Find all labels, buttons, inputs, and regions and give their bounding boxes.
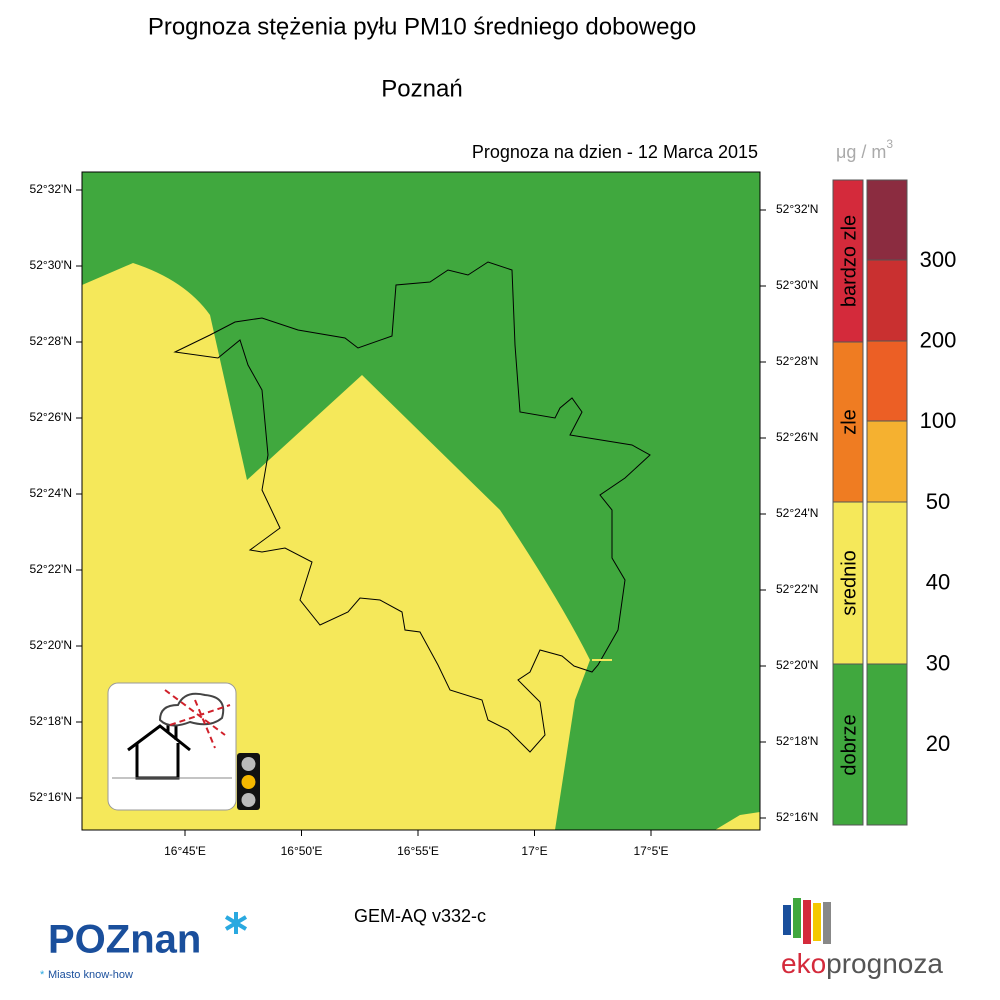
legend-threshold: 50 bbox=[926, 489, 950, 514]
logo-bar bbox=[823, 902, 831, 944]
legend-category bbox=[832, 501, 864, 665]
legend-threshold: 20 bbox=[926, 731, 950, 756]
logo-bar bbox=[813, 903, 821, 941]
legend-category bbox=[832, 341, 864, 503]
eko-text: eko bbox=[781, 948, 826, 979]
title: Prognoza stężenia pyłu PM10 średniego do… bbox=[148, 13, 696, 40]
lat-label: 52°20'N bbox=[30, 638, 72, 652]
legend-threshold: 40 bbox=[926, 570, 950, 595]
poznan-logo: POZnan * Miasto know-how bbox=[40, 912, 248, 981]
legend-color bbox=[866, 259, 908, 342]
legend-threshold: 300 bbox=[920, 247, 957, 272]
lat-label: 52°30'N bbox=[30, 258, 72, 272]
legend-color bbox=[866, 340, 908, 422]
lat-label: 52°22'N bbox=[776, 582, 818, 596]
legend-color bbox=[866, 179, 908, 261]
legend-category-label: zle bbox=[838, 409, 860, 435]
light bbox=[241, 757, 256, 771]
map bbox=[81, 171, 761, 831]
lat-label: 52°20'N bbox=[776, 658, 818, 672]
unit-exp: 3 bbox=[886, 137, 893, 151]
lat-label: 52°16'N bbox=[30, 790, 72, 804]
lat-label: 52°28'N bbox=[30, 334, 72, 348]
lat-label: 52°32'N bbox=[30, 182, 72, 196]
light bbox=[241, 793, 256, 807]
lat-label: 52°18'N bbox=[776, 734, 818, 748]
prognoza-text: prognoza bbox=[826, 948, 943, 979]
lon-label: 16°50'E bbox=[281, 844, 323, 858]
logo-bar bbox=[783, 905, 791, 935]
legend-category-label: dobrze bbox=[838, 714, 860, 775]
legend-color bbox=[866, 501, 908, 665]
city-boundary bbox=[173, 261, 651, 753]
lat-label: 52°26'N bbox=[30, 410, 72, 424]
eko-logo: ekoprognoza bbox=[781, 898, 943, 979]
legend-threshold: 100 bbox=[920, 408, 957, 433]
legend-color bbox=[866, 420, 908, 503]
logo-bar bbox=[803, 900, 811, 944]
lat-label: 52°24'N bbox=[776, 506, 818, 520]
lon-label: 16°55'E bbox=[397, 844, 439, 858]
asterisk bbox=[224, 912, 248, 934]
lat-label: 52°16'N bbox=[776, 810, 818, 824]
model-label: GEM-AQ v332-c bbox=[354, 906, 486, 926]
lon-label: 17°5'E bbox=[633, 844, 668, 858]
legend-category bbox=[832, 179, 864, 343]
lat-label: 52°24'N bbox=[30, 486, 72, 500]
lat-label: 52°18'N bbox=[30, 714, 72, 728]
lat-label: 52°28'N bbox=[776, 354, 818, 368]
lat-label: 52°26'N bbox=[776, 430, 818, 444]
date-label: Prognoza na dzien - 12 Marca 2015 bbox=[472, 142, 758, 162]
logo-bar bbox=[793, 898, 801, 938]
yellow-zone-corner bbox=[715, 812, 760, 830]
subtitle: Poznań bbox=[381, 75, 462, 102]
eko-logo-text: ekoprognoza bbox=[781, 948, 943, 979]
unit: μg / m3 bbox=[836, 137, 893, 162]
lat-label: 52°22'N bbox=[30, 562, 72, 576]
legend-color bbox=[866, 663, 908, 826]
poznan-tagline: Miasto know-how bbox=[48, 969, 133, 981]
poznan-logo-text: POZnan bbox=[48, 918, 201, 962]
lon-label: 16°45'E bbox=[164, 844, 206, 858]
legend-category bbox=[832, 663, 864, 826]
unit-base: μg / m bbox=[836, 142, 886, 162]
asterisk-small: * bbox=[40, 969, 45, 981]
legend-category-label: srednio bbox=[838, 550, 860, 616]
lat-label: 52°30'N bbox=[776, 278, 818, 292]
legend-category-label: bardzo zle bbox=[838, 215, 860, 307]
lat-label: 52°32'N bbox=[776, 202, 818, 216]
lon-label: 17°E bbox=[521, 844, 547, 858]
legend-threshold: 200 bbox=[920, 328, 957, 353]
legend bbox=[832, 179, 908, 826]
legend-threshold: 30 bbox=[926, 650, 950, 675]
light bbox=[241, 775, 256, 789]
cross-lines bbox=[164, 689, 231, 749]
map-frame bbox=[81, 171, 761, 831]
